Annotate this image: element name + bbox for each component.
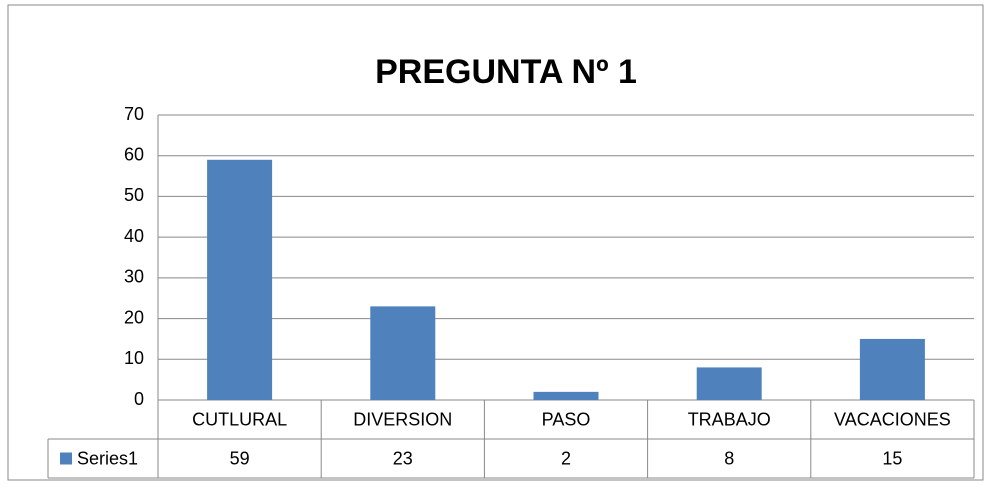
bar [370, 306, 436, 400]
x-tick-label: DIVERSION [353, 409, 452, 429]
chart-border [7, 4, 984, 481]
legend-label: Series1 [77, 448, 138, 468]
y-tick-label: 50 [124, 185, 144, 205]
bar [859, 338, 925, 400]
chart-title: PREGUNTA Nº 1 [375, 53, 637, 91]
y-tick-label: 40 [124, 226, 144, 246]
y-tick-label: 70 [124, 104, 144, 124]
table-value: 23 [393, 448, 413, 468]
table-value: 8 [724, 448, 734, 468]
table-value: 59 [230, 448, 250, 468]
y-tick-label: 20 [124, 307, 144, 327]
table-value: 2 [561, 448, 571, 468]
x-tick-label: CUTLURAL [192, 409, 287, 429]
x-tick-label: VACACIONES [834, 409, 951, 429]
x-tick-label: TRABAJO [688, 409, 771, 429]
bar [696, 367, 762, 400]
table-value: 15 [882, 448, 902, 468]
y-tick-label: 60 [124, 144, 144, 164]
x-tick-label: PASO [542, 409, 591, 429]
bar [533, 391, 599, 400]
bar [207, 159, 273, 400]
legend-key [60, 452, 72, 465]
y-tick-label: 0 [134, 389, 144, 409]
y-tick-label: 10 [124, 348, 144, 368]
y-tick-label: 30 [124, 267, 144, 287]
